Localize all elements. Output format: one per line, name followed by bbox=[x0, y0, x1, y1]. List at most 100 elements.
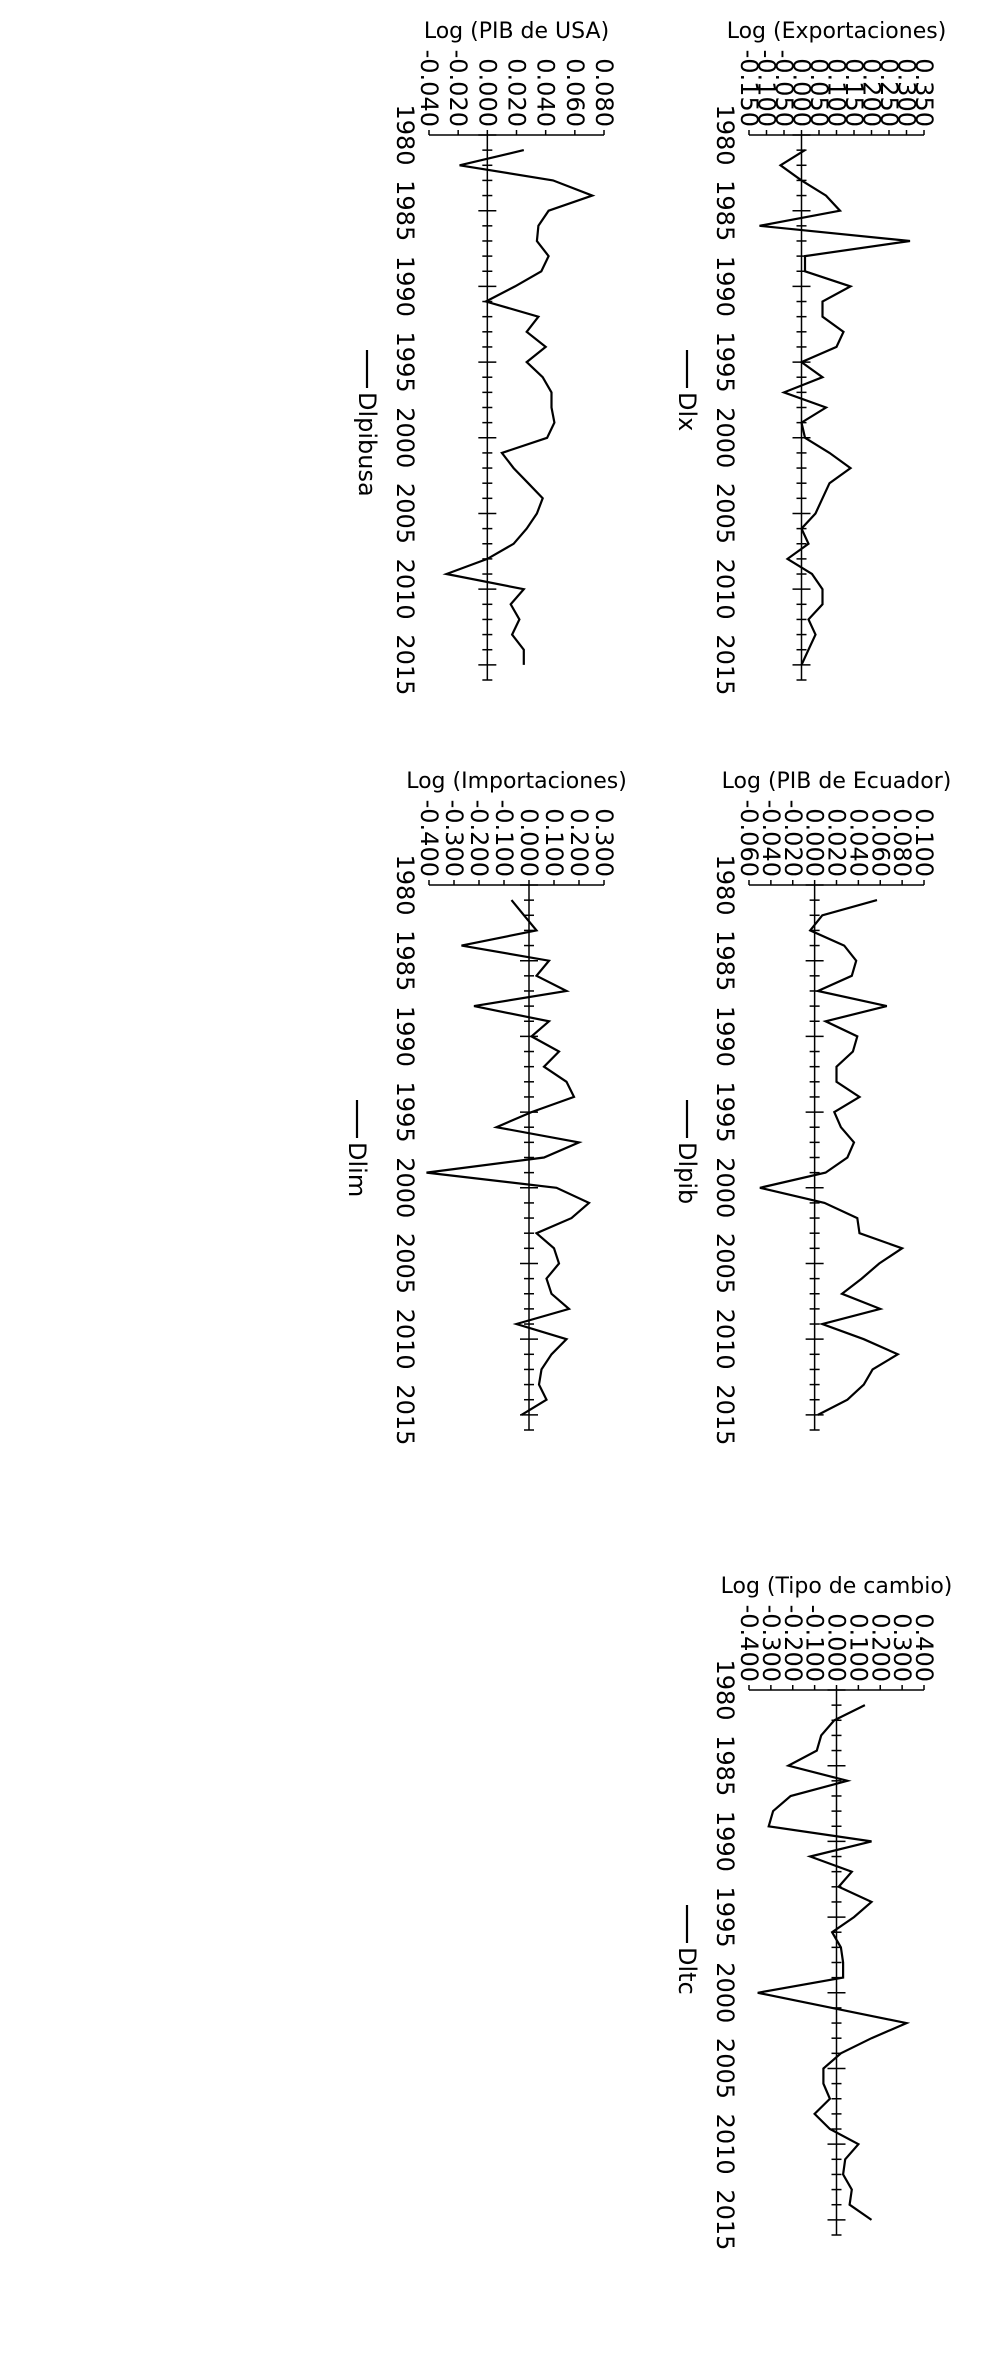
y-tick-label: 0.200 bbox=[858, 58, 886, 127]
y-tick-label: 0.350 bbox=[910, 58, 938, 127]
legend-label: Dlx bbox=[673, 392, 701, 431]
x-tick-label: 2000 bbox=[711, 407, 739, 468]
y-tick-label: 0.060 bbox=[866, 808, 894, 877]
y-tick-label: 0.060 bbox=[561, 58, 589, 127]
y-tick-label: -0.040 bbox=[415, 50, 443, 127]
y-tick-label: -0.400 bbox=[415, 800, 443, 877]
y-tick-label: 0.100 bbox=[540, 808, 568, 877]
y-tick-label: 0.080 bbox=[590, 58, 618, 127]
series-line-dlx bbox=[759, 149, 911, 666]
x-tick-label: 1985 bbox=[711, 180, 739, 241]
series-line-dltc bbox=[757, 1704, 911, 2221]
x-tick-label: 1990 bbox=[391, 1006, 419, 1067]
x-tick-label: 2015 bbox=[391, 634, 419, 695]
chart-svg: -0.060-0.040-0.0200.0000.0200.0400.0600.… bbox=[673, 769, 952, 1445]
legend-label: Dlpib bbox=[673, 1142, 701, 1204]
y-tick-label: -0.060 bbox=[735, 800, 763, 877]
legend-label: Dlim bbox=[343, 1142, 371, 1197]
y-tick-label: 0.250 bbox=[875, 58, 903, 127]
x-tick-label: 1985 bbox=[391, 180, 419, 241]
y-tick-label: -0.040 bbox=[757, 800, 785, 877]
x-tick-label: 2010 bbox=[711, 2114, 739, 2175]
y-tick-label: 0.040 bbox=[844, 808, 872, 877]
y-tick-label: 0.400 bbox=[910, 1613, 938, 1682]
x-tick-label: 2005 bbox=[711, 1233, 739, 1294]
y-tick-label: 0.300 bbox=[893, 58, 921, 127]
x-tick-label: 2005 bbox=[391, 483, 419, 544]
y-tick-label: 0.200 bbox=[866, 1613, 894, 1682]
x-tick-label: 1990 bbox=[711, 256, 739, 317]
y-tick-label: -0.200 bbox=[465, 800, 493, 877]
x-tick-label: 1985 bbox=[711, 930, 739, 991]
x-tick-label: 2000 bbox=[711, 1157, 739, 1218]
x-tick-label: 1990 bbox=[391, 256, 419, 317]
x-tick-label: 2005 bbox=[711, 2038, 739, 2099]
x-tick-label: 1995 bbox=[711, 1082, 739, 1143]
x-tick-label: 2000 bbox=[391, 407, 419, 468]
x-tick-label: 2005 bbox=[711, 483, 739, 544]
y-tick-label: 0.300 bbox=[590, 808, 618, 877]
y-tick-label: 0.000 bbox=[823, 1613, 851, 1682]
series-line-dlpib bbox=[759, 899, 905, 1416]
y-axis-label: Log (PIB de Ecuador) bbox=[722, 769, 952, 794]
x-tick-label: 1990 bbox=[711, 1006, 739, 1067]
x-tick-label: 1980 bbox=[711, 854, 739, 915]
chart-svg: -0.040 -0.020 0.000 0.020 0.040 0.060 0.080 198… bbox=[353, 19, 618, 695]
x-tick-label: 2000 bbox=[391, 1157, 419, 1218]
y-tick-label: -0.100 bbox=[801, 1605, 829, 1682]
x-tick-label: 1990 bbox=[711, 1811, 739, 1872]
y-tick-label: 0.100 bbox=[844, 1613, 872, 1682]
y-tick-label: 0.000 bbox=[473, 58, 501, 127]
x-tick-label: 2015 bbox=[711, 634, 739, 695]
y-tick-label: 0.100 bbox=[910, 808, 938, 877]
x-tick-label: 2015 bbox=[391, 1384, 419, 1445]
chart-svg: -0.150-0.100-0.0500.0000.0500.1000.1500.… bbox=[673, 19, 947, 695]
x-tick-label: 1980 bbox=[711, 104, 739, 165]
x-tick-label: 2010 bbox=[711, 1309, 739, 1370]
y-tick-label: 0.040 bbox=[532, 58, 560, 127]
x-tick-label: 1995 bbox=[391, 1082, 419, 1143]
y-tick-label: -0.050 bbox=[770, 50, 798, 127]
y-tick-label: 0.300 bbox=[888, 1613, 916, 1682]
x-tick-label: 1980 bbox=[711, 1659, 739, 1720]
x-tick-label: 2005 bbox=[391, 1233, 419, 1294]
y-tick-label: 0.020 bbox=[503, 58, 531, 127]
y-tick-label: -0.100 bbox=[490, 800, 518, 877]
y-tick-label: 0.020 bbox=[823, 808, 851, 877]
y-tick-label: 0.080 bbox=[888, 808, 916, 877]
x-tick-label: 2015 bbox=[711, 1384, 739, 1445]
series-line-dlim bbox=[426, 899, 592, 1416]
x-tick-label: 1985 bbox=[711, 1735, 739, 1796]
y-tick-label: -0.020 bbox=[444, 50, 472, 127]
chart-svg: -0.400-0.300-0.200-0.1000.0000.1000.2000… bbox=[673, 1574, 953, 2250]
y-tick-label: -0.100 bbox=[753, 50, 781, 127]
x-tick-label: 1995 bbox=[711, 1887, 739, 1948]
x-tick-label: 1995 bbox=[711, 332, 739, 393]
y-tick-label: -0.400 bbox=[735, 1605, 763, 1682]
x-tick-label: 1995 bbox=[391, 332, 419, 393]
y-tick-label: 0.000 bbox=[788, 58, 816, 127]
x-tick-label: 2010 bbox=[391, 559, 419, 620]
legend-label: Dltc bbox=[673, 1947, 701, 1995]
x-tick-label: 2010 bbox=[391, 1309, 419, 1370]
y-tick-label: -0.300 bbox=[440, 800, 468, 877]
y-tick-label: 0.050 bbox=[805, 58, 833, 127]
y-tick-label: 0.000 bbox=[515, 808, 543, 877]
x-tick-label: 1980 bbox=[391, 854, 419, 915]
y-tick-label: -0.200 bbox=[779, 1605, 807, 1682]
chart-svg: -0.400-0.300-0.200-0.1000.0000.1000.2000… bbox=[343, 769, 627, 1445]
y-axis-label: Log (Exportaciones) bbox=[727, 19, 947, 44]
y-tick-label: 0.150 bbox=[840, 58, 868, 127]
y-tick-label: -0.150 bbox=[735, 50, 763, 127]
y-tick-label: 0.100 bbox=[823, 58, 851, 127]
x-tick-label: 2015 bbox=[711, 2189, 739, 2250]
series-line-dlpibusa bbox=[442, 149, 596, 665]
x-tick-label: 2010 bbox=[711, 559, 739, 620]
y-tick-label: 0.200 bbox=[565, 808, 593, 877]
y-axis-label: Log (PIB de USA) bbox=[424, 19, 609, 44]
y-tick-label: -0.300 bbox=[757, 1605, 785, 1682]
legend-label: Dlpibusa bbox=[353, 392, 381, 497]
y-axis-label: Log (Tipo de cambio) bbox=[721, 1574, 953, 1599]
